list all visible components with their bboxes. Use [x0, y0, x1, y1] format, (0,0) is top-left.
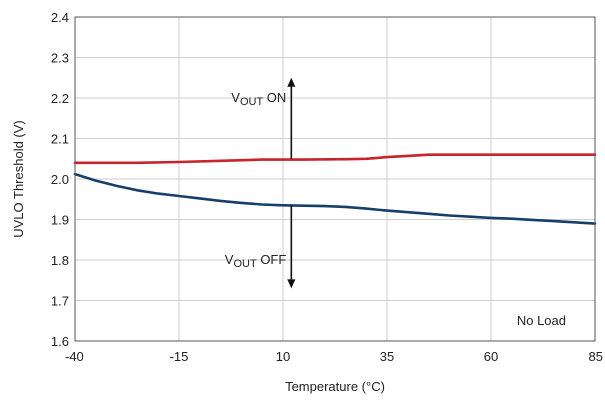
tick-labels: 1.6 1.7 1.8 1.9 2.0 2.1 2.2 2.3 2.4 -40 -15 10 35 60 8…: [51, 10, 603, 364]
y-tick-label: 2.2: [51, 91, 69, 106]
series-line-1: [73, 153, 597, 165]
annotations: VOUT ON VOUT OFF No Load: [225, 77, 566, 328]
x-tick-label: 85: [589, 349, 603, 364]
x-tick-label: 10: [276, 349, 290, 364]
y-tick-label: 2.3: [51, 51, 69, 66]
y-tick-label: 2.4: [51, 10, 69, 25]
y-tick-label: 2.0: [51, 172, 69, 187]
plot-frame: [74, 16, 596, 342]
no-load-label: No Load: [517, 313, 566, 328]
y-axis-title: UVLO Threshold (V): [11, 120, 26, 238]
series-line-2: [73, 172, 597, 225]
x-tick-label: -40: [65, 349, 84, 364]
y-tick-label: 1.6: [51, 334, 69, 349]
y-tick-label: 1.8: [51, 253, 69, 268]
vout-on-label: VOUT ON: [231, 90, 286, 108]
x-axis-title: Temperature (°C): [285, 379, 385, 394]
vout-off-label: VOUT OFF: [225, 252, 287, 270]
series-lines: [73, 153, 597, 225]
x-tick-label: 35: [380, 349, 394, 364]
vout-off-arrowhead: [287, 279, 296, 289]
y-tick-label: 1.7: [51, 294, 69, 309]
y-tick-label: 2.1: [51, 132, 69, 147]
vout-on-arrowhead: [287, 77, 296, 87]
x-tick-label: 60: [484, 349, 498, 364]
x-tick-label: -15: [170, 349, 189, 364]
y-tick-label: 1.9: [51, 213, 69, 228]
grid: [74, 16, 596, 342]
